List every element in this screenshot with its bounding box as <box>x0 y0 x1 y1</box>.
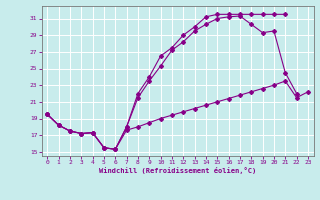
X-axis label: Windchill (Refroidissement éolien,°C): Windchill (Refroidissement éolien,°C) <box>99 167 256 174</box>
